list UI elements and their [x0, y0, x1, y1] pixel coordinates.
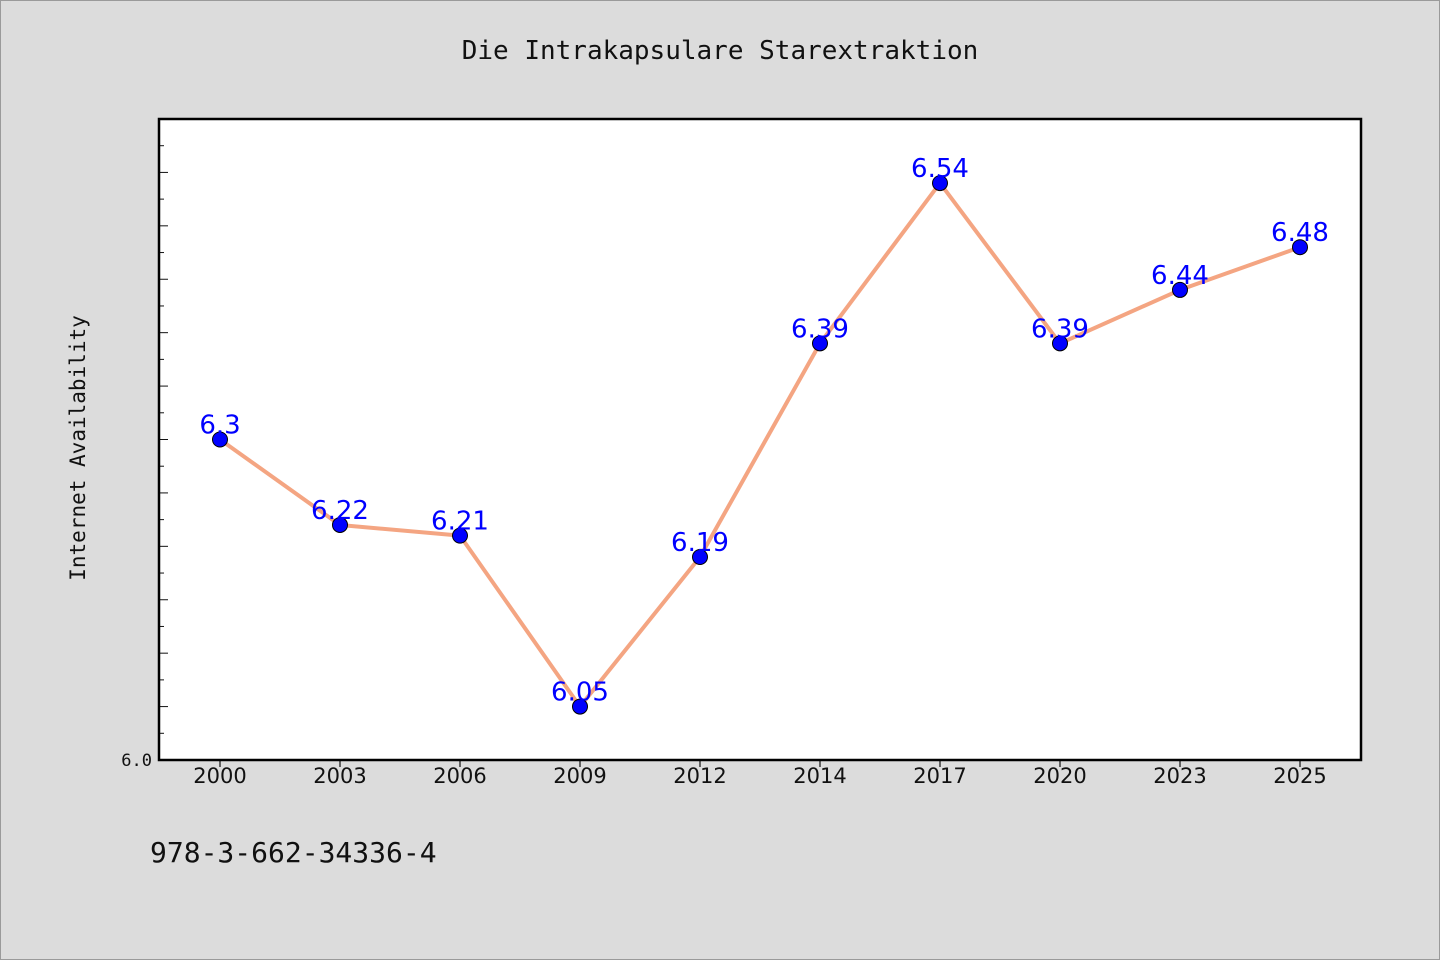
- data-point: [812, 335, 828, 352]
- chart-title: Die Intrakapsulare Starextraktion: [461, 36, 979, 66]
- plot-border: [157, 117, 1363, 762]
- data-label: 6.21: [431, 507, 489, 537]
- x-tick-label: 2006: [433, 764, 486, 788]
- x-tick-label: 2000: [193, 764, 246, 788]
- data-label: 6.44: [1151, 261, 1209, 291]
- data-label: 6.19: [671, 528, 729, 558]
- data-point: [212, 431, 228, 448]
- data-point: [1052, 335, 1068, 352]
- x-tick-label: 2020: [1033, 764, 1086, 788]
- data-label: 6.22: [311, 496, 369, 526]
- data-point: [932, 175, 948, 192]
- data-point: [332, 516, 348, 533]
- x-tick-label: 2012: [673, 764, 726, 788]
- x-tick-label: 2025: [1273, 764, 1326, 788]
- x-tick-label: 2014: [793, 764, 846, 788]
- data-label: 6.39: [791, 314, 849, 344]
- x-tick-label: 2003: [313, 764, 366, 788]
- data-point: [452, 527, 468, 544]
- data-point: [692, 549, 708, 566]
- x-tick-label: 2009: [553, 764, 606, 788]
- data-label: 6.54: [911, 154, 969, 184]
- y-tick-label: 6.0: [121, 751, 152, 771]
- data-label: 6.05: [551, 678, 609, 708]
- x-tick-label: 2017: [913, 764, 966, 788]
- data-label: 6.39: [1031, 314, 1089, 344]
- data-label: 6.3: [199, 411, 240, 441]
- data-point: [1292, 239, 1308, 256]
- data-label: 6.48: [1271, 218, 1329, 248]
- data-point: [572, 698, 588, 715]
- x-tick-label: 2023: [1153, 764, 1206, 788]
- plot-area: [159, 119, 1361, 760]
- series-line: [218, 181, 1302, 709]
- data-point: [1172, 281, 1188, 298]
- isbn-footer: 978-3-662-34336-4: [150, 836, 437, 869]
